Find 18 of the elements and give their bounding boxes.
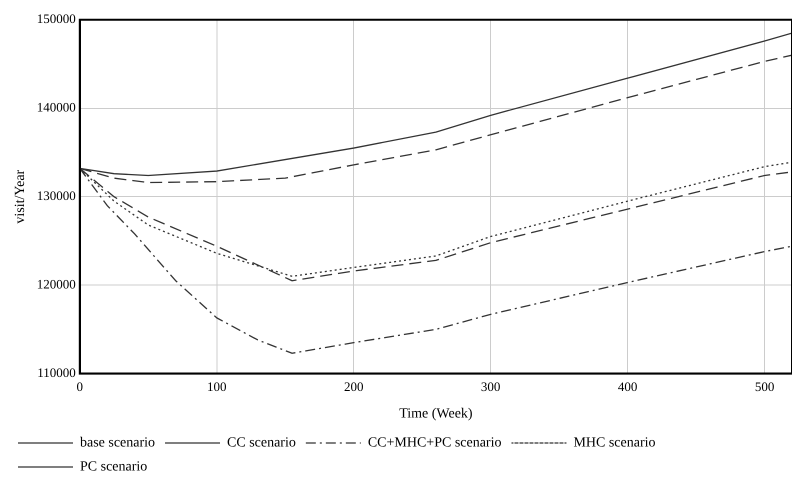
legend-label: base scenario (80, 436, 156, 451)
y-tick-label: 150000 (36, 11, 76, 26)
x-tick-label: 500 (754, 378, 774, 394)
legend-label: CC scenario (227, 436, 296, 451)
legend-label: PC scenario (80, 460, 148, 475)
x-tick-label: 200 (344, 378, 364, 394)
x-tick-label: 400 (618, 378, 638, 394)
y-tick-label: 110000 (37, 365, 76, 380)
x-axis-title: Time (Week) (399, 406, 473, 422)
y-axis-title: visit/Year (13, 169, 28, 224)
legend-label: MHC scenario (573, 436, 656, 451)
y-tick-label: 130000 (36, 188, 76, 204)
legend-label: CC+MHC+PC scenario (368, 436, 502, 451)
x-tick-label: 300 (480, 378, 500, 394)
y-tick-label: 120000 (36, 276, 76, 292)
y-tick-label: 140000 (36, 100, 76, 115)
x-tick-label: 0 (76, 378, 84, 394)
x-tick-label: 100 (207, 378, 227, 394)
